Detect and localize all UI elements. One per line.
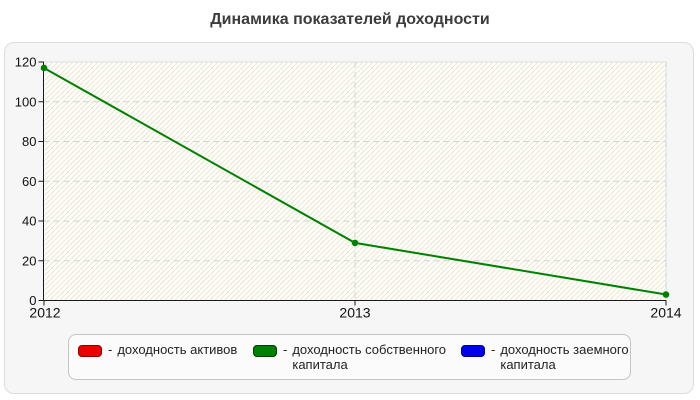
y-axis-labels: 0 20 40 60 80 100 120 — [15, 55, 37, 309]
y-tick-label: 0 — [29, 293, 36, 308]
legend-item: - доходность активов — [78, 342, 237, 357]
y-tick-label: 120 — [15, 55, 37, 70]
legend-swatch — [461, 345, 485, 357]
y-tick-label: 40 — [22, 214, 36, 229]
legend-dash: - — [108, 342, 113, 357]
legend-swatch — [253, 345, 277, 357]
legend-item: - доходность собственного капитала — [253, 342, 446, 372]
data-point — [662, 291, 670, 298]
legend: - доходность активов - доходность собственн… — [68, 334, 631, 380]
legend-label: доходность собственного капитала — [292, 342, 447, 372]
x-tick-label: 2012 — [29, 305, 60, 321]
legend-dash: - — [491, 342, 496, 357]
y-tick-label: 100 — [15, 94, 37, 109]
gridlines — [43, 62, 667, 301]
legend-label: доходность заемного капитала — [500, 342, 629, 372]
axes — [38, 61, 667, 306]
series-доходность-собственного-капитала — [40, 64, 670, 298]
legend-swatch — [78, 345, 102, 357]
y-tick-label: 20 — [22, 253, 36, 268]
data-point — [351, 239, 359, 247]
x-axis-labels: 2012 2013 2014 — [29, 305, 681, 321]
legend-dash: - — [283, 342, 288, 357]
line-chart: 0 20 40 60 80 100 120 2012 2013 2014 — [15, 55, 682, 321]
chart-title: Динамика показателей доходности — [210, 11, 490, 28]
y-tick-label: 80 — [22, 134, 36, 149]
x-tick-label: 2013 — [339, 305, 370, 321]
legend-item: - доходность заемного капитала — [461, 342, 629, 372]
x-tick-label: 2014 — [650, 305, 681, 321]
data-point — [40, 64, 48, 72]
legend-label: доходность активов — [117, 342, 238, 357]
y-tick-label: 60 — [22, 174, 36, 189]
